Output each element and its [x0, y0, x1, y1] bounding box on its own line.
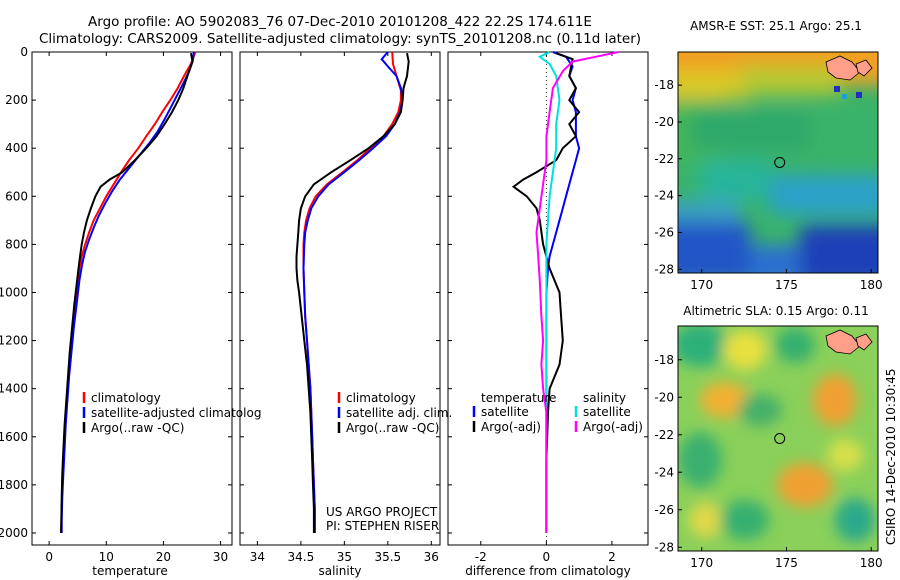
difference-legend-entry-label: satellite	[481, 405, 529, 419]
temperature-xtick-label: 0	[45, 550, 53, 564]
sla-map-panel: Altimetric SLA: 0.15 Argo: 0.11	[677, 304, 879, 552]
temperature-series-line	[60, 51, 197, 534]
sla-map-image	[678, 326, 878, 551]
temperature-series-line	[60, 53, 194, 534]
sst-map-ytick-label: -20	[654, 115, 674, 129]
difference-legend-entry-label: Argo(-adj)	[583, 420, 643, 434]
temperature-xtick-label: 10	[99, 550, 114, 564]
figure-title-line1: Argo profile: AO 5902083_76 07-Dec-2010 …	[88, 14, 592, 30]
sla-map-xtick-label: 175	[775, 556, 798, 570]
depth-tick-label: 600	[5, 189, 28, 203]
difference-legend-temperature-title: temperature	[481, 391, 556, 405]
depth-tick-label: 1200	[0, 334, 28, 348]
salinity-xtick-label: 35	[337, 550, 352, 564]
sst-map-ytick-label: -24	[654, 189, 674, 203]
salinity-axes-frame	[239, 51, 441, 546]
sla-map-ytick-label: -28	[654, 540, 674, 554]
sst-map-title: AMSR-E SST: 25.1 Argo: 25.1	[690, 19, 862, 33]
salinity-legend-entry-label: satellite adj. clim.	[346, 406, 452, 420]
temperature-series-line	[60, 51, 195, 533]
depth-tick-label: 800	[5, 237, 28, 251]
difference-series-line	[545, 51, 581, 533]
difference-xtick-label: -2	[475, 550, 487, 564]
salinity-xtick-label: 36	[424, 550, 439, 564]
depth-tick-label: 1400	[0, 382, 28, 396]
timestamp-stamp: CSIRO 14-Dec-2010 10:30:45	[884, 368, 898, 545]
difference-series-line	[537, 51, 561, 533]
credits-line1: US ARGO PROJECT	[326, 505, 438, 519]
difference-legend-entry-label: Argo(-adj)	[481, 420, 541, 434]
salinity-panel: salinity US ARGO PROJECT PI: STEPHEN RIS…	[239, 51, 441, 578]
salinity-xtick-label: 35.5	[374, 550, 401, 564]
sst-map-ytick-label: -28	[654, 262, 674, 276]
salinity-series-line	[295, 53, 410, 533]
difference-series-line	[511, 52, 581, 533]
figure-title-line2: Climatology: CARS2009. Satellite-adjuste…	[39, 31, 641, 47]
depth-tick-label: 200	[5, 93, 28, 107]
difference-legend-entry-label: satellite	[583, 405, 631, 419]
temperature-legend-entry-label: Argo(..raw -QC)	[91, 421, 184, 435]
sla-map-xtick-label: 180	[860, 556, 883, 570]
sla-map-ytick-label: -26	[654, 503, 674, 517]
sst-map-xtick-label: 175	[775, 278, 798, 292]
sst-map-ytick-label: -26	[654, 225, 674, 239]
sla-land	[825, 329, 873, 355]
depth-tick-label: 2000	[0, 526, 28, 540]
sst-map-xtick-label: 170	[690, 278, 713, 292]
salinity-xlabel: salinity	[318, 564, 361, 578]
salinity-legend-entry-label: Argo(..raw -QC)	[346, 421, 439, 435]
salinity-legend-entry-label: climatology	[346, 391, 416, 405]
sla-map-ytick-label: -24	[654, 465, 674, 479]
sst-map-panel: AMSR-E SST: 25.1 Argo: 25.1	[677, 19, 879, 274]
sla-map-ytick-label: -20	[654, 390, 674, 404]
difference-xtick-label: 0	[543, 550, 551, 564]
temperature-xtick-label: 20	[156, 550, 171, 564]
sla-map-ytick-label: -22	[654, 428, 674, 442]
sst-land	[825, 55, 873, 99]
salinity-series-line	[302, 51, 402, 533]
depth-tick-label: 1800	[0, 478, 28, 492]
difference-series-line	[535, 51, 619, 533]
chart-marks: 0 10 20 30020040060080010001200140016001800…	[0, 45, 883, 570]
sla-map-xtick-label: 170	[690, 556, 713, 570]
temperature-axes-frame	[31, 51, 233, 546]
temperature-legend-entry-label: climatology	[91, 391, 161, 405]
depth-tick-label: 1000	[0, 285, 28, 299]
sla-map-ytick-label: -18	[654, 353, 674, 367]
sla-map-title: Altimetric SLA: 0.15 Argo: 0.11	[683, 304, 868, 318]
sla-map-frame	[677, 325, 879, 552]
depth-tick-label: 400	[5, 141, 28, 155]
sst-map-ytick-label: -22	[654, 152, 674, 166]
sst-map-ytick-label: -18	[654, 78, 674, 92]
difference-xtick-label: 2	[608, 550, 616, 564]
depth-tick-label: 1600	[0, 430, 28, 444]
temperature-legend-entry-label: satellite-adjusted climatolog	[91, 406, 261, 420]
difference-xlabel: difference from climatology	[465, 564, 631, 578]
difference-legend-salinity-title: salinity	[583, 391, 626, 405]
sst-map-xtick-label: 180	[860, 278, 883, 292]
temperature-xlabel: temperature	[92, 564, 167, 578]
sst-argo-location-marker	[774, 157, 786, 168]
sst-map-frame	[677, 51, 879, 274]
credits-line2: PI: STEPHEN RISER	[326, 519, 439, 533]
depth-tick-label: 0	[20, 45, 28, 59]
salinity-xtick-label: 34	[250, 550, 265, 564]
sla-argo-location-marker	[774, 433, 786, 444]
salinity-xtick-label: 34.5	[288, 550, 315, 564]
temperature-panel: temperature	[31, 51, 233, 578]
sst-map-image	[678, 52, 878, 273]
temperature-xtick-label: 30	[213, 550, 228, 564]
salinity-series-line	[302, 51, 404, 533]
